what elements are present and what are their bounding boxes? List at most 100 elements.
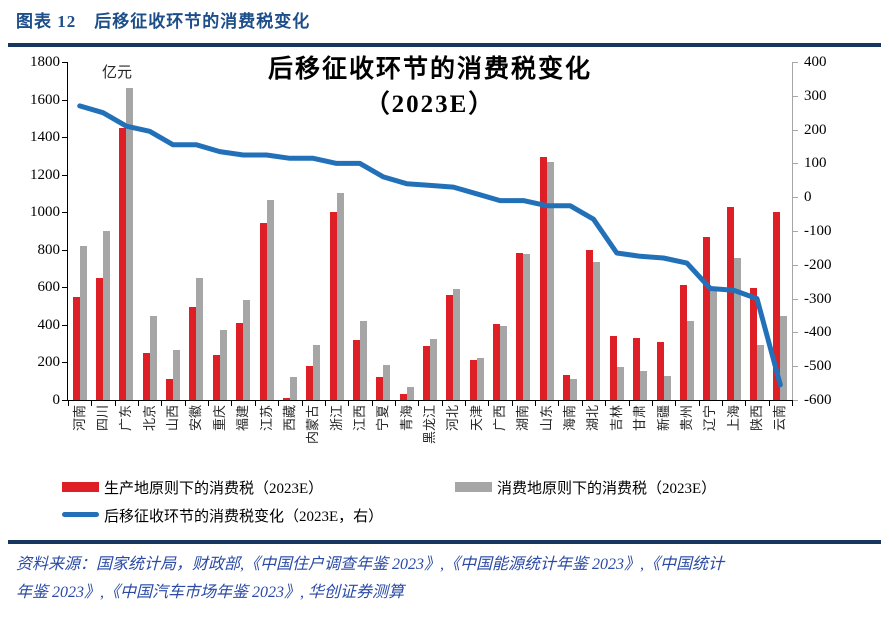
x-axis-tick bbox=[278, 401, 280, 406]
bar-production-21 bbox=[563, 374, 571, 400]
left-axis-tick-label: 600 bbox=[37, 279, 61, 296]
right-axis-line bbox=[792, 62, 793, 400]
bottom-divider bbox=[8, 540, 881, 544]
bar-consumption-2 bbox=[126, 88, 134, 400]
bar-production-4 bbox=[166, 379, 174, 400]
x-axis-category-label: 青海 bbox=[398, 405, 414, 432]
bar-production-19 bbox=[516, 252, 524, 400]
right-axis-tick bbox=[793, 62, 798, 63]
x-axis-category-label: 安徽 bbox=[188, 405, 204, 432]
bar-production-22 bbox=[586, 249, 594, 400]
legend-label-consumption: 消费地原则下的消费税（2023E） bbox=[497, 481, 717, 497]
x-axis-tick bbox=[324, 401, 326, 406]
x-axis-category-label: 江苏 bbox=[258, 405, 274, 432]
bar-production-16 bbox=[446, 294, 454, 400]
source-line-1: 资料来源：国家统计局，财政部,《中国住户调查年鉴 2023》,《中国能源统计年鉴… bbox=[16, 556, 725, 573]
right-axis-tick-label: 100 bbox=[804, 155, 827, 172]
x-axis-tick bbox=[465, 401, 467, 406]
right-axis-tick bbox=[793, 400, 798, 401]
bar-consumption-22 bbox=[593, 261, 601, 400]
bar-consumption-21 bbox=[570, 379, 578, 400]
legend-label-production: 生产地原则下的消费税（2023E） bbox=[104, 481, 324, 497]
bar-consumption-8 bbox=[266, 200, 274, 400]
bar-production-12 bbox=[352, 339, 360, 400]
x-axis-line bbox=[63, 400, 797, 401]
x-axis-category-label: 吉林 bbox=[608, 405, 624, 432]
left-axis-tick bbox=[62, 324, 67, 326]
top-divider bbox=[8, 43, 881, 47]
source-note: 资料来源：国家统计局，财政部,《中国住户调查年鉴 2023》,《中国能源统计年鉴… bbox=[16, 551, 876, 607]
right-axis-tick bbox=[793, 332, 798, 334]
left-axis-tick bbox=[62, 62, 67, 63]
bar-consumption-15 bbox=[430, 338, 437, 400]
left-axis-tick bbox=[62, 212, 67, 214]
change-line-swatch bbox=[62, 512, 99, 517]
x-axis-tick bbox=[371, 401, 373, 406]
right-axis-tick bbox=[793, 231, 798, 232]
bar-production-24 bbox=[633, 338, 641, 400]
bar-production-13 bbox=[376, 376, 384, 400]
right-axis-tick-label: -200 bbox=[804, 256, 832, 273]
bar-consumption-27 bbox=[710, 287, 718, 400]
right-axis-tick-label: -500 bbox=[804, 358, 832, 375]
x-axis-category-label: 黑龙江 bbox=[422, 405, 437, 445]
bar-consumption-19 bbox=[523, 254, 531, 400]
bar-consumption-10 bbox=[313, 344, 321, 400]
x-axis-category-label: 宁夏 bbox=[375, 405, 391, 432]
chart-title: 后移征收环节的消费税变化 （2023E） bbox=[268, 52, 592, 122]
x-axis-tick bbox=[301, 401, 303, 406]
bar-production-28 bbox=[726, 206, 734, 400]
bar-production-1 bbox=[96, 277, 104, 400]
x-axis-tick bbox=[114, 401, 116, 406]
x-axis-tick bbox=[138, 401, 140, 406]
right-axis-tick bbox=[793, 298, 798, 300]
bar-production-30 bbox=[773, 212, 781, 400]
bar-consumption-18 bbox=[500, 325, 508, 400]
left-axis-tick bbox=[62, 249, 67, 251]
x-axis-category-label: 江西 bbox=[351, 405, 367, 432]
bar-production-29 bbox=[749, 288, 757, 400]
x-axis-category-label: 新疆 bbox=[655, 405, 671, 432]
x-axis-tick bbox=[254, 401, 256, 406]
bar-production-3 bbox=[142, 353, 150, 400]
x-axis-tick bbox=[745, 401, 747, 406]
x-axis-tick bbox=[768, 401, 770, 406]
left-axis-tick bbox=[62, 287, 67, 289]
x-axis-tick bbox=[721, 401, 723, 406]
left-axis-tick bbox=[62, 362, 67, 364]
bar-production-17 bbox=[469, 359, 477, 400]
bar-production-7 bbox=[236, 323, 244, 400]
right-axis-tick-label: -600 bbox=[804, 392, 832, 408]
right-axis-tick-label: 300 bbox=[804, 87, 827, 104]
bar-production-8 bbox=[259, 223, 267, 400]
bar-production-0 bbox=[72, 296, 80, 400]
x-axis-category-label: 河南 bbox=[71, 405, 87, 432]
x-axis-category-label: 山东 bbox=[538, 405, 554, 432]
x-axis-category-label: 内蒙古 bbox=[305, 405, 321, 445]
x-axis-tick bbox=[441, 401, 443, 406]
x-axis-category-label: 浙江 bbox=[328, 405, 344, 432]
left-axis-tick-label: 0 bbox=[52, 392, 61, 408]
bar-consumption-4 bbox=[173, 350, 181, 400]
bar-production-20 bbox=[539, 156, 547, 400]
x-axis-category-label: 辽宁 bbox=[702, 405, 718, 432]
bar-production-15 bbox=[423, 345, 430, 400]
bar-consumption-14 bbox=[406, 386, 414, 400]
right-axis-tick bbox=[793, 197, 798, 199]
x-axis-category-label: 广东 bbox=[118, 405, 134, 432]
x-axis-category-label: 海南 bbox=[562, 405, 578, 432]
x-axis-category-label: 重庆 bbox=[211, 405, 227, 432]
x-axis-category-label: 甘肃 bbox=[632, 405, 648, 432]
right-axis-tick bbox=[793, 264, 798, 266]
bar-consumption-29 bbox=[756, 344, 764, 400]
right-axis-tick-label: -100 bbox=[804, 223, 832, 239]
bar-consumption-11 bbox=[336, 193, 344, 400]
left-axis-tick-label: 1400 bbox=[30, 129, 60, 146]
x-axis-category-label: 北京 bbox=[141, 405, 157, 432]
bar-production-25 bbox=[656, 341, 664, 400]
left-axis-tick-label: 400 bbox=[37, 316, 61, 333]
x-axis-tick bbox=[394, 401, 396, 406]
bar-production-6 bbox=[212, 354, 220, 400]
